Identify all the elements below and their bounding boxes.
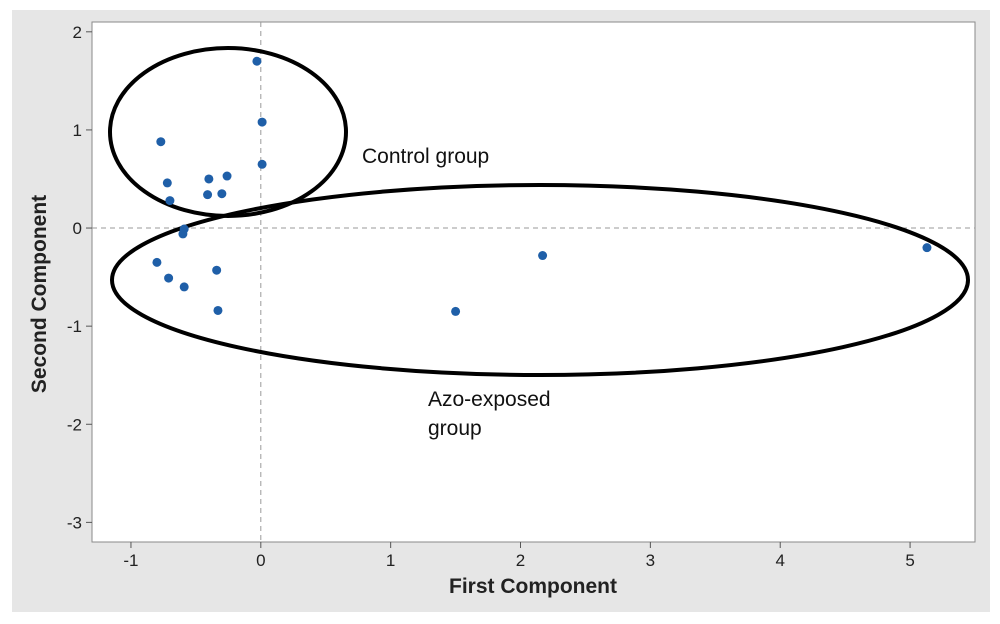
azo-exposed-group-ellipse: [110, 183, 970, 377]
data-point: [222, 171, 232, 181]
data-point: [162, 178, 172, 188]
control-group-label: Control group: [362, 145, 489, 168]
azo-exposed-label-line1: Azo-exposed: [428, 388, 551, 411]
y-tick-label: -2: [67, 415, 82, 434]
data-point: [257, 159, 267, 169]
x-tick-label: 0: [256, 551, 265, 570]
plot-area: [91, 21, 976, 543]
figure-background: -1 0 1 2 3 4 5 -3 -2 -1 0 1 2 Control group Azo-expo…: [12, 10, 990, 612]
data-point: [213, 305, 223, 315]
x-tick-label: 1: [386, 551, 395, 570]
data-point: [165, 196, 175, 206]
x-tick-label: -1: [123, 551, 138, 570]
x-tick-label: 3: [646, 551, 655, 570]
data-point: [204, 174, 214, 184]
group-ellipses: [108, 46, 970, 377]
data-point: [252, 56, 262, 66]
data-point: [152, 257, 162, 267]
data-point: [451, 306, 461, 316]
x-tick-label: 4: [775, 551, 784, 570]
data-point: [257, 117, 267, 127]
data-point: [179, 282, 189, 292]
data-point: [178, 229, 188, 239]
y-tick-label: -3: [67, 513, 82, 532]
data-point: [217, 189, 227, 199]
data-point: [203, 190, 213, 200]
scatter-chart: -1 0 1 2 3 4 5 -3 -2 -1 0 1 2 Control group Azo-expo…: [28, 21, 976, 598]
data-point: [156, 137, 166, 147]
y-tick-label: -1: [67, 317, 82, 336]
y-tick-label: 0: [73, 219, 82, 238]
reference-lines: [92, 22, 975, 542]
data-point: [922, 243, 932, 253]
data-point: [538, 251, 548, 261]
y-axis-label: Second Component: [28, 195, 51, 393]
data-point: [164, 273, 174, 283]
y-tick-label: 1: [73, 121, 82, 140]
data-points: [152, 56, 932, 316]
data-point: [212, 265, 222, 275]
axis-ticks: -1 0 1 2 3 4 5 -3 -2 -1 0 1 2: [67, 23, 915, 570]
azo-exposed-label-line2: group: [428, 417, 482, 440]
x-axis-label: First Component: [449, 575, 617, 598]
y-tick-label: 2: [73, 23, 82, 42]
x-tick-label: 2: [516, 551, 525, 570]
x-tick-label: 5: [905, 551, 914, 570]
